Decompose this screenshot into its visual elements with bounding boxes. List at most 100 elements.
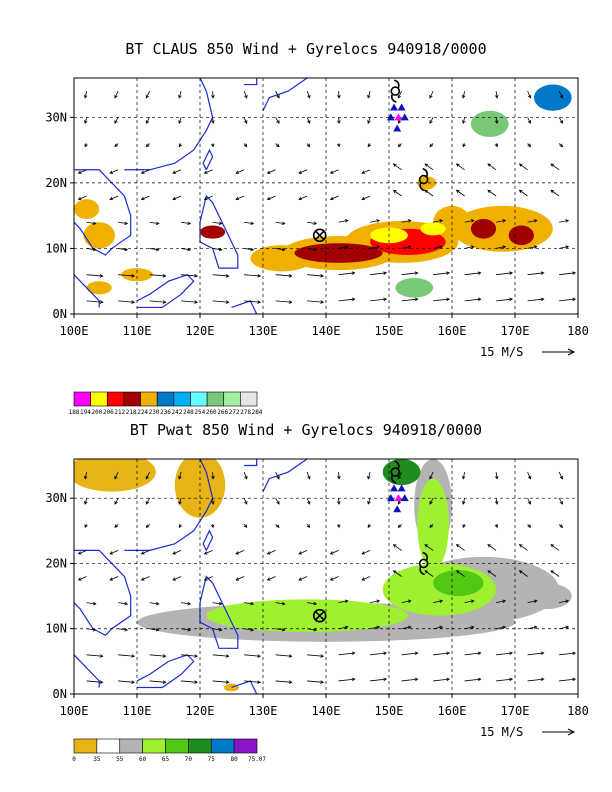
colorbar-label: 218 — [126, 409, 137, 416]
wind-vector — [212, 274, 229, 277]
wind-vector-head — [559, 94, 564, 99]
wind-vector — [275, 221, 285, 224]
wind-vector — [370, 219, 380, 223]
wind-vector-head — [250, 221, 255, 226]
wind-vector — [275, 471, 280, 480]
wind-vector-head — [235, 577, 240, 581]
colorbar-label: 278 — [240, 409, 251, 416]
wind-vector-head — [84, 524, 88, 529]
wind-vector-head — [439, 625, 444, 630]
wind-vector — [550, 189, 560, 197]
wind-vector-head — [494, 501, 499, 505]
wind-vector — [496, 626, 506, 630]
wind-vector-head — [446, 271, 451, 275]
wind-vector-head — [288, 680, 293, 684]
wind-vector-head — [336, 524, 341, 529]
wind-vector — [527, 246, 537, 249]
wind-vector-head — [187, 601, 192, 606]
shaded-region — [533, 84, 572, 111]
wind-vector — [424, 544, 434, 551]
wind-vector-head — [140, 196, 145, 201]
wind-vector — [527, 272, 544, 276]
y-tick-label: 20N — [45, 176, 67, 190]
wind-vector-head — [281, 247, 286, 252]
wind-vector-head — [298, 551, 303, 555]
wind-vector-head — [455, 570, 460, 574]
wind-vector-head — [361, 196, 366, 201]
wind-vector-head — [527, 94, 532, 99]
wind-vector — [559, 219, 569, 223]
wind-vector-head — [225, 300, 230, 304]
wind-vector — [527, 117, 531, 124]
wind-vector-head — [276, 120, 280, 124]
wind-vector-head — [446, 677, 451, 682]
shaded-region — [206, 599, 408, 632]
wind-vector — [267, 169, 276, 174]
wind-vector-head — [210, 143, 215, 148]
wind-vector-head — [109, 196, 114, 201]
wind-vector — [464, 219, 474, 223]
wind-vector-head — [92, 221, 97, 226]
wind-vector — [401, 626, 411, 630]
colorbar-swatch — [165, 738, 189, 754]
wind-vector — [307, 274, 324, 277]
wind-vector — [519, 189, 528, 197]
wind-vector — [433, 298, 450, 302]
coastline — [199, 575, 239, 649]
wind-vector — [212, 472, 214, 479]
gyre-center-marker — [312, 228, 327, 243]
wind-vector-head — [533, 245, 538, 249]
wind-vector-head — [83, 94, 88, 99]
wind-vector-head — [559, 143, 564, 148]
colorbar-swatch — [210, 738, 235, 754]
wind-vector-head — [298, 170, 303, 174]
wind-vector — [149, 248, 159, 251]
track-marker — [386, 113, 395, 121]
wind-vector-head — [298, 196, 303, 201]
wind-vector-head — [307, 475, 311, 480]
wind-vector-head — [99, 680, 104, 684]
wind-vector — [307, 300, 324, 303]
wind-vector — [212, 680, 229, 683]
wind-vector-head — [109, 551, 114, 555]
wind-vector — [109, 169, 119, 174]
wind-vector — [114, 90, 119, 99]
shaded-region — [121, 268, 153, 282]
wind-vector — [244, 628, 254, 631]
wind-vector — [401, 652, 418, 656]
wind-vector — [212, 221, 222, 224]
wind-vector-head — [397, 524, 402, 528]
coastline — [262, 78, 308, 112]
wind-vector-head — [351, 677, 356, 682]
wind-vector — [149, 654, 166, 657]
wind-vector — [86, 628, 96, 631]
colorbar-swatch — [240, 391, 258, 407]
wind-vector-head — [407, 219, 412, 223]
wind-vector — [456, 163, 465, 171]
wind-vector-head — [565, 599, 570, 604]
wind-vector — [433, 219, 443, 223]
typhoon-symbol — [390, 467, 401, 477]
wind-vector — [244, 680, 261, 683]
wind-vector-head — [145, 94, 149, 99]
wind-vector-head — [502, 625, 507, 630]
wind-vector-head — [462, 524, 466, 529]
panel1-title: BT CLAUS 850 Wind + Gyrelocs 940918/0000 — [125, 40, 487, 58]
wind-vector-head — [494, 143, 499, 148]
wind-vector — [307, 654, 324, 657]
wind-vector-head — [559, 501, 563, 505]
colorbar-swatch — [156, 391, 175, 407]
wind-vector — [464, 600, 474, 604]
wind-vector-head — [446, 651, 451, 656]
wind-vector — [212, 91, 214, 98]
wind-vector-head — [509, 297, 514, 302]
wind-vector-head — [414, 651, 419, 656]
wind-vector-head — [307, 94, 311, 99]
shaded-region — [420, 222, 446, 236]
wind-vector — [172, 550, 182, 555]
colorbar-label: 260 — [206, 409, 217, 416]
wind-vector — [527, 90, 531, 99]
wind-vector-head — [494, 475, 499, 480]
wind-vector-head — [114, 501, 118, 505]
shaded-region — [521, 583, 572, 610]
